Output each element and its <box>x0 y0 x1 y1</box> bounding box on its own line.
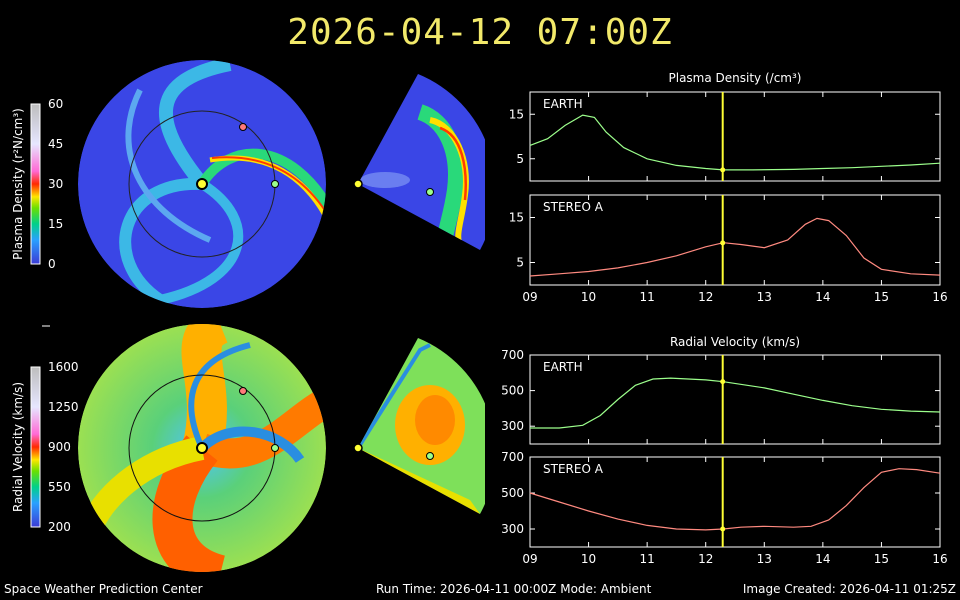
y-tick-label: 700 <box>501 348 524 362</box>
y-tick-label: 500 <box>501 486 524 500</box>
x-tick-label: 14 <box>815 290 830 304</box>
footer-run-time: Run Time: 2026-04-11 00:00Z Mode: Ambien… <box>376 582 652 596</box>
chart-panel: 300 500 700 EARTH <box>501 348 941 445</box>
x-tick-label: 12 <box>698 290 713 304</box>
page-title: 2026-04-12 07:00Z <box>287 12 673 53</box>
colorbar-tick-label: 200 <box>48 520 71 534</box>
earth-marker-velocity <box>271 444 279 452</box>
footer-image-created: Image Created: 2026-04-11 01:25Z <box>742 582 956 596</box>
x-tick-label: 14 <box>815 552 830 566</box>
chart-panel: 5 15 EARTH <box>509 91 941 182</box>
x-tick-label: 16 <box>932 552 947 566</box>
current-value-dot <box>720 167 726 173</box>
colorbar-tick-label: 60 <box>48 97 63 111</box>
x-tick-label: 09 <box>522 552 537 566</box>
y-tick-label: 700 <box>501 450 524 464</box>
colorbar-tick-label: 1250 <box>48 400 79 414</box>
velocity-colorbar-label: Radial Velocity (km/s) <box>11 382 25 512</box>
y-tick-label: 300 <box>501 522 524 536</box>
sun-marker-velocity <box>196 442 208 454</box>
colorbar-tick-label: 30 <box>48 177 63 191</box>
x-tick-label: 12 <box>698 552 713 566</box>
y-tick-label: 15 <box>509 107 524 121</box>
series-line <box>530 377 941 429</box>
velocity-meridional-wedge <box>358 338 485 514</box>
series-line <box>529 114 941 171</box>
y-tick-label: 5 <box>516 152 524 166</box>
sun-marker-density <box>196 178 208 190</box>
panel-frame <box>529 91 941 182</box>
earth-marker-density <box>271 180 279 188</box>
earth-marker-velocity-wedge <box>426 452 434 460</box>
sun-marker-velocity-wedge <box>353 443 363 453</box>
colorbar-tick-label: 15 <box>48 217 63 231</box>
velocity-colorbar: 1600 1250 900 550 200 Radial Velocity (km/s) <box>11 360 79 534</box>
x-tick-label: 10 <box>581 552 596 566</box>
y-tick-label: 15 <box>509 211 524 225</box>
colorbar-tick-label: 550 <box>48 480 71 494</box>
colorbar-tick-label: 45 <box>48 137 63 151</box>
x-tick-label: 11 <box>640 552 655 566</box>
x-tick-label: 16 <box>932 290 947 304</box>
x-tick-label: 13 <box>757 552 772 566</box>
chart-panel: 300 500 700 STEREO A <box>501 450 941 548</box>
x-tick-label: 09 <box>522 290 537 304</box>
footer-organization: Space Weather Prediction Center <box>4 582 203 596</box>
colorbar-tick-label: 900 <box>48 440 71 454</box>
colorbar-tick-label: 0 <box>48 257 56 271</box>
panel-frame <box>529 456 941 548</box>
series-name: EARTH <box>543 97 583 111</box>
x-tick-label: 15 <box>874 290 889 304</box>
current-value-dot <box>720 379 726 385</box>
current-value-dot <box>720 526 726 532</box>
chart-title: Radial Velocity (km/s) <box>670 335 800 349</box>
stereo-a-marker-velocity <box>239 387 247 395</box>
velocity-ecliptic-disk <box>78 324 326 572</box>
density-colorbar-label: Plasma Density (r²N/cm³) <box>11 108 25 260</box>
series-name: EARTH <box>543 360 583 374</box>
y-tick-label: 500 <box>501 384 524 398</box>
panel-frame <box>529 354 941 445</box>
sun-marker-density-wedge <box>353 179 363 189</box>
earth-marker-density-wedge <box>426 188 434 196</box>
x-tick-label: 15 <box>874 552 889 566</box>
colorbar-tick-label: 1600 <box>48 360 79 374</box>
chart-title: Plasma Density (/cm³) <box>669 71 802 85</box>
density-meridional-wedge <box>358 74 485 250</box>
x-tick-label: 10 <box>581 290 596 304</box>
current-value-dot <box>720 240 726 246</box>
series-name: STEREO A <box>543 462 604 476</box>
stereo-a-marker-density <box>239 123 247 131</box>
series-name: STEREO A <box>543 200 604 214</box>
density-colorbar: 60 45 30 15 0 Plasma Density (r²N/cm³) <box>11 97 63 271</box>
series-line <box>529 468 941 531</box>
y-tick-label: 300 <box>501 419 524 433</box>
y-tick-label: 5 <box>516 256 524 270</box>
series-line <box>529 217 941 277</box>
chart-panel: 5 15 STEREO A <box>509 194 941 286</box>
x-tick-label: 13 <box>757 290 772 304</box>
x-tick-label: 11 <box>640 290 655 304</box>
